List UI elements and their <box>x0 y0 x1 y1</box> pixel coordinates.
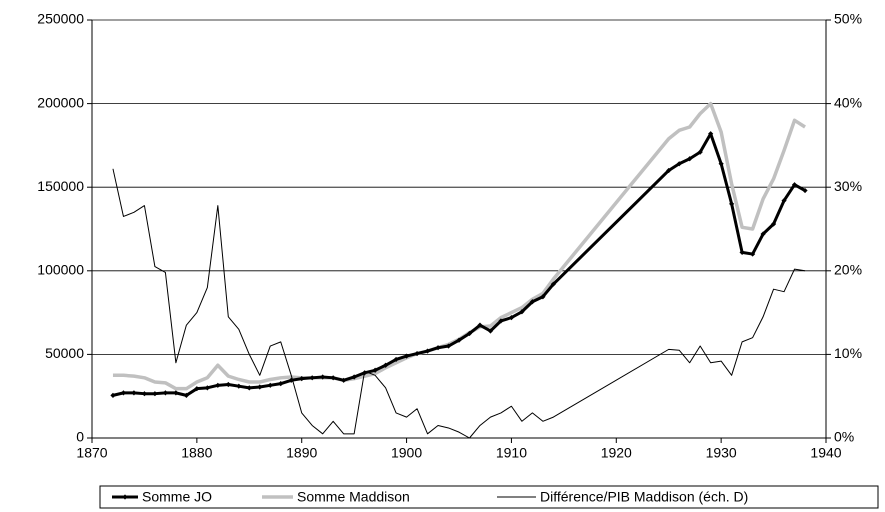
marker <box>372 367 378 373</box>
marker <box>739 249 745 256</box>
marker <box>435 345 441 351</box>
y-tick-label: 50000 <box>45 345 84 361</box>
marker <box>173 390 179 396</box>
x-tick-label: 1930 <box>706 445 737 461</box>
marker <box>550 281 556 287</box>
marker <box>508 315 515 321</box>
y2-tick-label: 10% <box>834 345 862 361</box>
marker <box>120 390 127 396</box>
series-line <box>112 101 806 391</box>
marker <box>676 161 682 167</box>
x-tick-label: 1890 <box>286 445 317 461</box>
marker <box>162 390 168 396</box>
marker <box>540 294 546 300</box>
x-tick-label: 1920 <box>601 445 632 461</box>
marker <box>393 356 399 363</box>
y-tick-label: 250000 <box>37 11 84 27</box>
marker <box>215 382 221 388</box>
y2-tick-label: 30% <box>834 178 862 194</box>
marker <box>666 167 672 174</box>
marker <box>750 251 756 257</box>
marker <box>141 391 148 397</box>
x-tick-label: 1880 <box>181 445 212 461</box>
marker <box>267 382 273 388</box>
y-tick-label: 0 <box>76 429 84 445</box>
marker <box>770 221 777 227</box>
legend-label: Différence/PIB Maddison (éch. D) <box>540 489 748 505</box>
marker <box>204 385 210 391</box>
series-line <box>112 132 806 397</box>
legend-marker <box>122 494 128 500</box>
marker <box>760 231 766 237</box>
y2-tick-label: 40% <box>834 94 862 110</box>
legend: Somme JO Somme Maddison Différence/PIB Mad… <box>99 485 879 509</box>
marker <box>529 299 535 305</box>
marker <box>152 391 158 397</box>
marker <box>110 392 116 398</box>
marker <box>246 385 252 391</box>
marker <box>466 330 473 337</box>
marker <box>383 362 389 368</box>
legend-label: Somme Maddison <box>297 489 410 505</box>
marker <box>330 375 336 381</box>
marker <box>320 374 326 380</box>
marker <box>194 386 200 392</box>
x-tick-label: 1940 <box>810 445 841 461</box>
marker <box>278 381 284 387</box>
marker <box>802 187 808 194</box>
marker <box>424 348 431 354</box>
marker <box>697 149 703 155</box>
marker <box>131 390 137 396</box>
marker <box>236 383 242 389</box>
marker <box>729 201 735 207</box>
y-tick-label: 100000 <box>37 262 84 278</box>
legend-box <box>99 485 879 509</box>
marker <box>183 392 189 398</box>
marker <box>498 318 504 324</box>
marker <box>718 161 724 167</box>
y2-tick-label: 0% <box>834 429 854 445</box>
x-tick-label: 1900 <box>391 445 422 461</box>
marker <box>708 131 714 137</box>
marker <box>351 374 357 380</box>
marker <box>341 377 347 383</box>
y-tick-label: 200000 <box>37 94 84 110</box>
marker <box>403 353 410 359</box>
marker <box>456 337 462 343</box>
marker <box>414 350 420 357</box>
marker <box>791 182 798 188</box>
y2-tick-label: 50% <box>834 11 862 27</box>
marker <box>781 197 787 204</box>
marker <box>487 328 494 334</box>
legend-label: Somme JO <box>142 489 212 505</box>
marker <box>299 376 305 382</box>
marker <box>687 156 693 162</box>
series-line <box>112 168 806 439</box>
y-tick-label: 150000 <box>37 178 84 194</box>
x-tick-label: 1870 <box>76 445 107 461</box>
marker <box>445 343 452 349</box>
y2-tick-label: 20% <box>834 262 862 278</box>
marker <box>309 375 315 381</box>
marker <box>519 309 525 315</box>
marker <box>477 322 483 328</box>
x-tick-label: 1910 <box>496 445 527 461</box>
marker <box>225 381 231 388</box>
marker <box>257 384 263 390</box>
